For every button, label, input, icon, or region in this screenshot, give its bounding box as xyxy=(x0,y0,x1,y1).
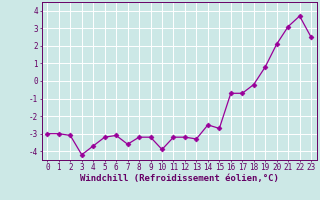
X-axis label: Windchill (Refroidissement éolien,°C): Windchill (Refroidissement éolien,°C) xyxy=(80,174,279,183)
